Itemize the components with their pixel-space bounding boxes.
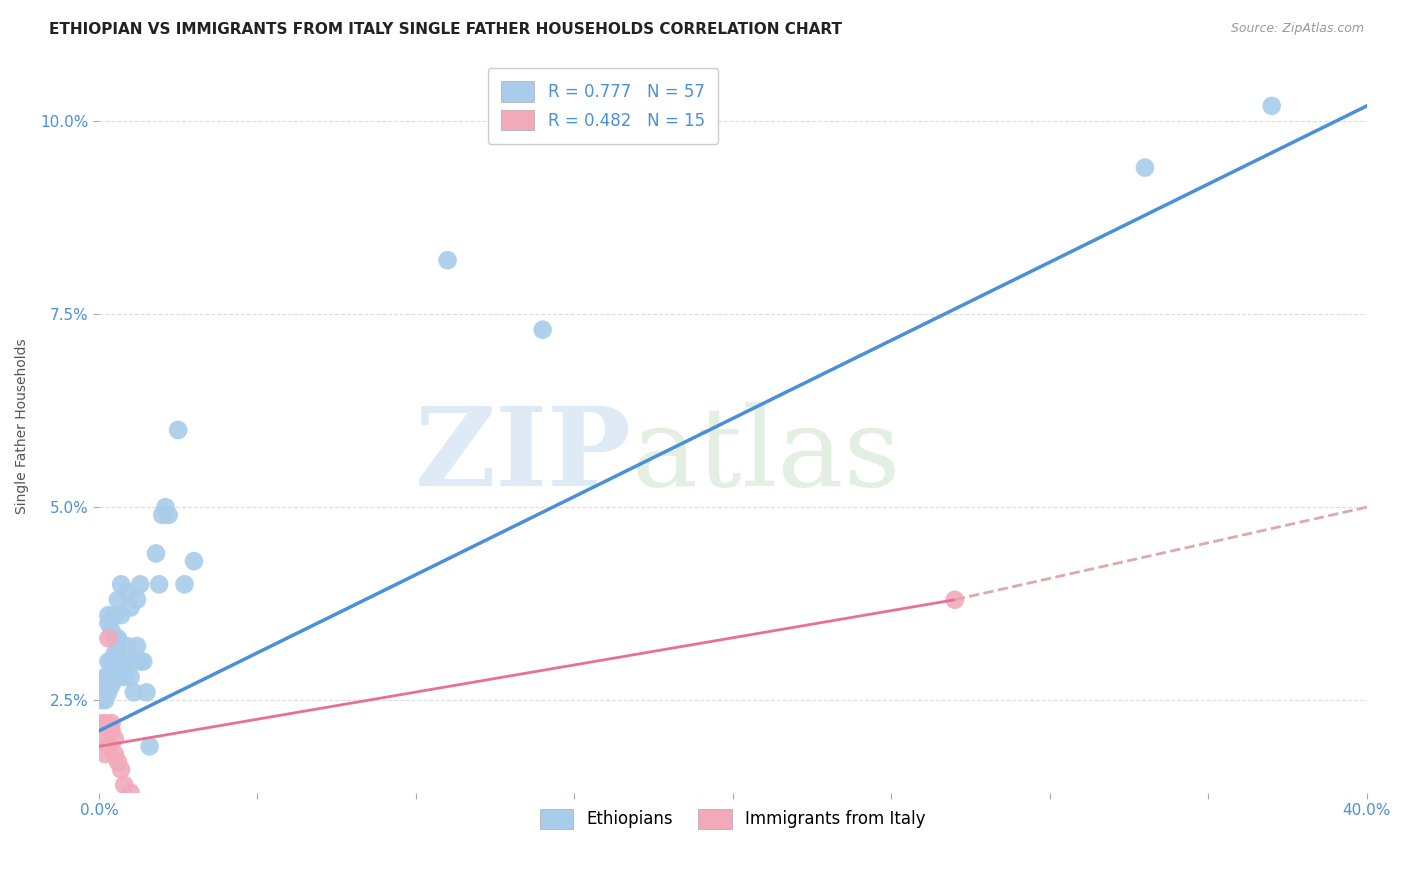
Point [112, 778, 135, 792]
Point [173, 577, 195, 591]
Point [943, 592, 966, 607]
Point [97, 608, 120, 623]
Text: Source: ZipAtlas.com: Source: ZipAtlas.com [1230, 22, 1364, 36]
Point [531, 323, 554, 337]
Point [91, 716, 114, 731]
Point [110, 655, 132, 669]
Point [1133, 161, 1156, 175]
Point [94, 678, 117, 692]
Point [1260, 99, 1282, 113]
Point [112, 655, 135, 669]
Point [183, 554, 205, 568]
Point [97, 739, 120, 754]
Point [110, 577, 132, 591]
Point [132, 655, 155, 669]
Text: atlas: atlas [631, 402, 901, 509]
Point [117, 585, 139, 599]
Point [129, 655, 152, 669]
Point [112, 670, 135, 684]
Point [107, 755, 129, 769]
Point [94, 716, 117, 731]
Point [120, 786, 142, 800]
Point [129, 577, 152, 591]
Point [97, 655, 120, 669]
Point [104, 655, 127, 669]
Point [97, 615, 120, 630]
Point [145, 546, 167, 560]
Point [97, 685, 120, 699]
Point [91, 685, 114, 699]
Point [100, 624, 122, 638]
Point [97, 670, 120, 684]
Point [120, 655, 142, 669]
Legend: Ethiopians, Immigrants from Italy: Ethiopians, Immigrants from Italy [533, 802, 932, 836]
Point [91, 678, 114, 692]
Point [94, 693, 117, 707]
Point [157, 508, 180, 522]
Point [117, 639, 139, 653]
Point [150, 508, 173, 522]
Point [107, 670, 129, 684]
Point [104, 632, 127, 646]
Point [107, 632, 129, 646]
Point [125, 639, 148, 653]
Point [94, 747, 117, 761]
Point [148, 577, 170, 591]
Point [100, 716, 122, 731]
Point [104, 731, 127, 746]
Point [100, 655, 122, 669]
Point [155, 500, 177, 515]
Point [167, 423, 190, 437]
Point [94, 685, 117, 699]
Text: ETHIOPIAN VS IMMIGRANTS FROM ITALY SINGLE FATHER HOUSEHOLDS CORRELATION CHART: ETHIOPIAN VS IMMIGRANTS FROM ITALY SINGL… [49, 22, 842, 37]
Point [94, 678, 117, 692]
Point [107, 592, 129, 607]
Point [104, 747, 127, 761]
Point [97, 678, 120, 692]
Point [100, 723, 122, 738]
Point [100, 670, 122, 684]
Point [110, 608, 132, 623]
Point [97, 632, 120, 646]
Point [138, 739, 160, 754]
Point [91, 731, 114, 746]
Point [120, 670, 142, 684]
Point [91, 693, 114, 707]
Point [110, 763, 132, 777]
Text: ZIP: ZIP [415, 402, 631, 509]
Point [104, 608, 127, 623]
Point [122, 685, 145, 699]
Point [94, 670, 117, 684]
Point [135, 685, 157, 699]
Point [120, 600, 142, 615]
Point [436, 253, 458, 268]
Point [104, 647, 127, 661]
Point [91, 685, 114, 699]
Point [100, 678, 122, 692]
Point [107, 639, 129, 653]
Point [125, 592, 148, 607]
Y-axis label: Single Father Households: Single Father Households [15, 338, 30, 514]
